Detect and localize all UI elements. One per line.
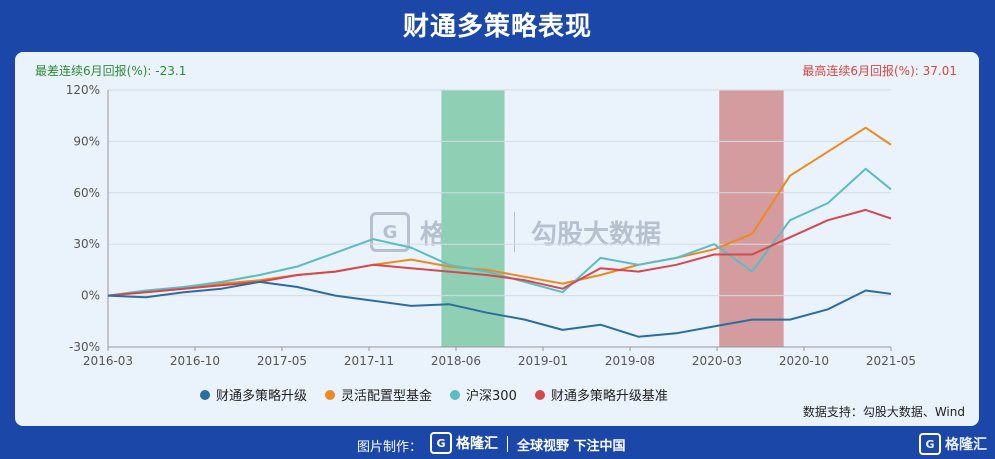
x-tick-label: 2021-05 bbox=[866, 354, 916, 368]
x-tick-label: 2019-01 bbox=[518, 354, 568, 368]
gelonghui-logo-icon: G bbox=[370, 212, 410, 252]
legend-item: 灵活配置型基金 bbox=[325, 385, 432, 404]
x-tick-label: 2016-03 bbox=[83, 354, 133, 368]
series-line-4 bbox=[107, 208, 892, 297]
chart-panel: 最差连续6月回报(%): -23.1 最高连续6月回报(%): 37.01 G … bbox=[15, 52, 979, 426]
legend-marker-icon bbox=[534, 389, 545, 400]
x-tick-label: 2020-03 bbox=[692, 354, 742, 368]
shaded-region-green bbox=[441, 90, 505, 347]
y-tick-label: 90% bbox=[73, 134, 100, 148]
worst-return-label: 最差连续6月回报(%): bbox=[35, 64, 152, 78]
series-line-2 bbox=[107, 126, 892, 297]
worst-return-stat: 最差连续6月回报(%): -23.1 bbox=[35, 62, 186, 79]
series-line-1 bbox=[107, 280, 892, 338]
x-tick-label: 2018-06 bbox=[431, 354, 481, 368]
legend-label: 财通多策略升级 bbox=[216, 389, 308, 404]
legend-item: 财通多策略升级 bbox=[200, 385, 307, 404]
y-tick-label: 120% bbox=[66, 83, 100, 97]
legend-marker-icon bbox=[200, 389, 210, 400]
gelonghui-icon: G bbox=[430, 432, 452, 454]
footer-made-by: 图片制作： bbox=[357, 440, 423, 455]
best-return-stat: 最高连续6月回报(%): 37.01 bbox=[802, 62, 957, 79]
y-tick-label: 0% bbox=[81, 289, 100, 303]
line-chart: 120% 90% 60% 30% 0% -30%2016-03 2016-10 2017-05… bbox=[66, 83, 916, 368]
x-tick-label: 2017-11 bbox=[344, 354, 394, 368]
footer-slogan: 全球视野 下注中国 bbox=[517, 439, 626, 454]
x-tick-label: 2016-10 bbox=[170, 354, 220, 368]
legend-item: 财通多策略升级基准 bbox=[534, 385, 668, 404]
footer-logo: G 格隆汇 bbox=[430, 432, 498, 454]
shaded-region-red bbox=[719, 90, 784, 347]
best-return-label: 最高连续6月回报(%): bbox=[802, 64, 919, 78]
page-title: 财通多策略表现 bbox=[402, 12, 592, 42]
legend-marker-icon bbox=[325, 389, 336, 400]
x-tick-label: 2019-08 bbox=[605, 354, 655, 368]
legend-marker-icon bbox=[450, 389, 461, 400]
data-source: 数据支持：勾股大数据、Wind bbox=[802, 405, 965, 419]
footer-brand-text: 格隆汇 bbox=[945, 437, 987, 453]
legend-label: 沪深300 bbox=[466, 389, 517, 404]
legend-item: 沪深300 bbox=[450, 385, 517, 404]
worst-return-value: -23.1 bbox=[155, 64, 187, 78]
legend-label: 灵活配置型基金 bbox=[341, 389, 433, 404]
x-tick-label: 2017-05 bbox=[257, 354, 307, 368]
best-return-value: 37.01 bbox=[922, 64, 957, 78]
footer-brand: G 格隆汇 bbox=[919, 433, 987, 455]
footer-logo-text: 格隆汇 bbox=[456, 436, 498, 452]
y-tick-label: 30% bbox=[73, 237, 100, 251]
watermark-divider bbox=[514, 212, 516, 252]
legend: 财通多策略升级 灵活配置型基金 沪深300 财通多策略升级基准 bbox=[200, 385, 668, 404]
y-tick-label: 60% bbox=[73, 186, 100, 200]
footer: 图片制作： G 格隆汇 全球视野 下注中国 G 格隆汇 bbox=[0, 429, 995, 459]
y-tick-label: -30% bbox=[69, 340, 100, 354]
x-tick-label: 2020-10 bbox=[779, 354, 829, 368]
footer-divider bbox=[507, 436, 508, 452]
legend-label: 财通多策略升级基准 bbox=[550, 389, 668, 404]
gelonghui-corner-icon: G bbox=[919, 433, 941, 455]
